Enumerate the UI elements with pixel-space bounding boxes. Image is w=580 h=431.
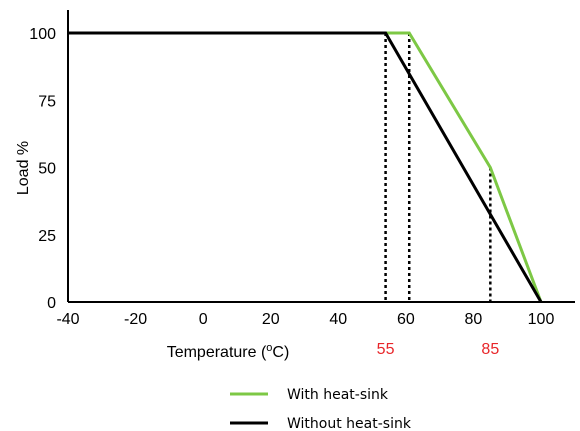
y-tick-label: 25 xyxy=(38,228,56,245)
y-tick-label: 0 xyxy=(47,295,56,312)
reference-lines xyxy=(384,33,492,302)
x-tick-label: -40 xyxy=(56,311,79,328)
y-tick-labels: 0 25 50 75 100 xyxy=(29,26,56,312)
x-tick-label: -20 xyxy=(124,311,147,328)
series-line-with-heat-sink xyxy=(68,31,543,303)
x-tick-label: 0 xyxy=(199,311,208,328)
x-axis-title: Temperature (oC) xyxy=(167,342,290,361)
x-tick-labels: -40 -20 0 20 40 60 80 100 xyxy=(56,311,554,328)
legend-label: With heat-sink xyxy=(287,387,389,403)
x-tick-label: 20 xyxy=(262,311,280,328)
reference-labels: 55 85 xyxy=(377,341,500,358)
y-tick-label: 50 xyxy=(38,161,56,178)
legend-item-with-heat-sink: With heat-sink xyxy=(230,387,389,403)
reference-label: 55 xyxy=(377,341,395,358)
x-tick-label: 40 xyxy=(329,311,347,328)
reference-label: 85 xyxy=(481,341,499,358)
legend-label: Without heat-sink xyxy=(287,416,412,431)
x-tick-label: 80 xyxy=(465,311,483,328)
axes xyxy=(67,10,575,303)
series-line-without-heat-sink xyxy=(68,31,543,303)
legend-item-without-heat-sink: Without heat-sink xyxy=(230,416,412,431)
x-tick-label: 60 xyxy=(397,311,415,328)
y-axis-title: Load % xyxy=(15,141,32,195)
x-tick-label: 100 xyxy=(528,311,555,328)
legend: With heat-sink Without heat-sink xyxy=(230,387,412,431)
y-tick-label: 100 xyxy=(29,26,56,43)
y-tick-label: 75 xyxy=(38,93,56,110)
series-lines xyxy=(68,31,543,303)
